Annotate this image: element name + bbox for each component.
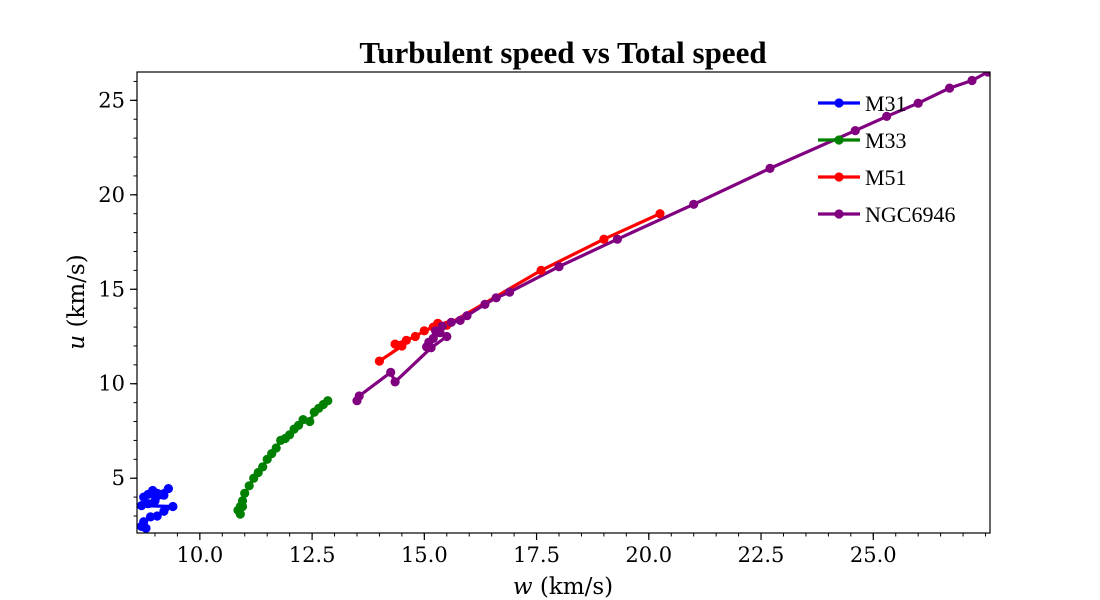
legend-marker-m31 bbox=[834, 98, 844, 108]
legend-label-m33: M33 bbox=[865, 128, 907, 153]
data-point-m51 bbox=[374, 356, 384, 366]
data-point-ngc6946 bbox=[446, 317, 456, 327]
data-point-ngc6946 bbox=[480, 299, 490, 309]
data-point-ngc6946 bbox=[689, 199, 699, 209]
legend-marker-m33 bbox=[834, 135, 844, 145]
data-point-ngc6946 bbox=[390, 377, 400, 387]
data-point-m51 bbox=[410, 331, 420, 342]
data-point-ngc6946 bbox=[882, 111, 892, 121]
y-axis-ticks: 5 10 15 20 25 bbox=[98, 80, 137, 517]
data-point-m51 bbox=[655, 209, 665, 219]
data-point-ngc6946 bbox=[967, 75, 977, 86]
plot-points bbox=[137, 72, 990, 533]
data-point-m31 bbox=[141, 523, 151, 533]
data-point-ngc6946 bbox=[386, 367, 396, 377]
data-point-ngc6946 bbox=[462, 311, 472, 321]
legend-marker-m51 bbox=[834, 172, 844, 182]
x-axis-label: w (km/s) bbox=[513, 574, 613, 600]
data-point-ngc6946 bbox=[850, 126, 860, 136]
data-point-m33 bbox=[240, 488, 250, 498]
data-point-m51 bbox=[419, 326, 429, 336]
data-point-m31 bbox=[163, 484, 173, 494]
x-tick-label: 17.5 bbox=[513, 543, 560, 567]
x-tick-label: 10.0 bbox=[176, 543, 223, 567]
data-point-m33 bbox=[237, 501, 248, 512]
data-point-m51 bbox=[536, 265, 546, 275]
data-point-m31 bbox=[145, 512, 156, 522]
plot-frame bbox=[136, 71, 991, 534]
data-point-m33 bbox=[276, 435, 286, 445]
y-axis-label: u (km/s) bbox=[64, 254, 90, 349]
chart-title: Turbulent speed vs Total speed bbox=[359, 35, 766, 70]
x-tick-label: 12.5 bbox=[289, 543, 336, 567]
series-line-ngc6946 bbox=[355, 72, 989, 402]
data-point-m33 bbox=[244, 481, 254, 491]
data-point-m51 bbox=[599, 234, 609, 244]
x-axis-ticks: 10.0 12.5 15.0 17.5 20.0 22.5 25.0 bbox=[154, 533, 987, 567]
data-point-m33 bbox=[249, 473, 259, 483]
data-point-m33 bbox=[309, 407, 319, 417]
y-axis-unit: (km/s) bbox=[64, 254, 90, 335]
data-point-ngc6946 bbox=[455, 315, 465, 325]
data-point-m31 bbox=[168, 501, 178, 512]
data-point-m31 bbox=[139, 492, 149, 502]
data-point-m33 bbox=[262, 454, 272, 464]
data-point-ngc6946 bbox=[765, 163, 775, 173]
data-point-ngc6946 bbox=[435, 328, 445, 338]
legend-label-m51: M51 bbox=[865, 165, 907, 190]
y-tick-label: 20 bbox=[98, 183, 125, 207]
data-point-m51 bbox=[397, 341, 407, 351]
legend-label-m31: M31 bbox=[865, 91, 907, 116]
data-point-ngc6946 bbox=[983, 72, 990, 77]
data-point-ngc6946 bbox=[913, 98, 923, 108]
series-line-m33 bbox=[236, 399, 329, 516]
data-point-m31 bbox=[159, 506, 169, 516]
data-point-m31 bbox=[137, 501, 147, 511]
data-point-ngc6946 bbox=[426, 343, 436, 353]
data-point-ngc6946 bbox=[505, 287, 515, 297]
x-tick-label: 20.0 bbox=[625, 543, 672, 567]
data-point-ngc6946 bbox=[352, 396, 362, 406]
x-tick-label: 25.0 bbox=[850, 543, 897, 567]
data-point-ngc6946 bbox=[945, 83, 955, 93]
legend-marker-ngc6946 bbox=[834, 209, 844, 219]
data-point-ngc6946 bbox=[554, 262, 564, 272]
y-axis-var: u bbox=[64, 335, 90, 350]
y-tick-label: 10 bbox=[98, 372, 125, 396]
y-tick-label: 15 bbox=[98, 277, 125, 301]
x-tick-label: 22.5 bbox=[738, 543, 785, 567]
data-point-ngc6946 bbox=[428, 333, 438, 343]
data-point-m31 bbox=[159, 490, 169, 500]
data-point-ngc6946 bbox=[612, 234, 623, 244]
data-point-ngc6946 bbox=[442, 331, 452, 342]
legend-label-ngc6946: NGC6946 bbox=[865, 202, 955, 227]
data-point-m31 bbox=[152, 511, 162, 521]
data-point-ngc6946 bbox=[491, 293, 501, 303]
x-axis-var: w bbox=[513, 574, 533, 600]
data-point-m33 bbox=[235, 509, 245, 519]
x-axis-unit: (km/s) bbox=[533, 574, 614, 600]
x-tick-label: 15.0 bbox=[401, 543, 448, 567]
legend: M31 M33 M51 NGC6946 bbox=[818, 91, 955, 227]
y-tick-label: 5 bbox=[112, 466, 125, 490]
y-tick-label: 25 bbox=[98, 88, 125, 112]
